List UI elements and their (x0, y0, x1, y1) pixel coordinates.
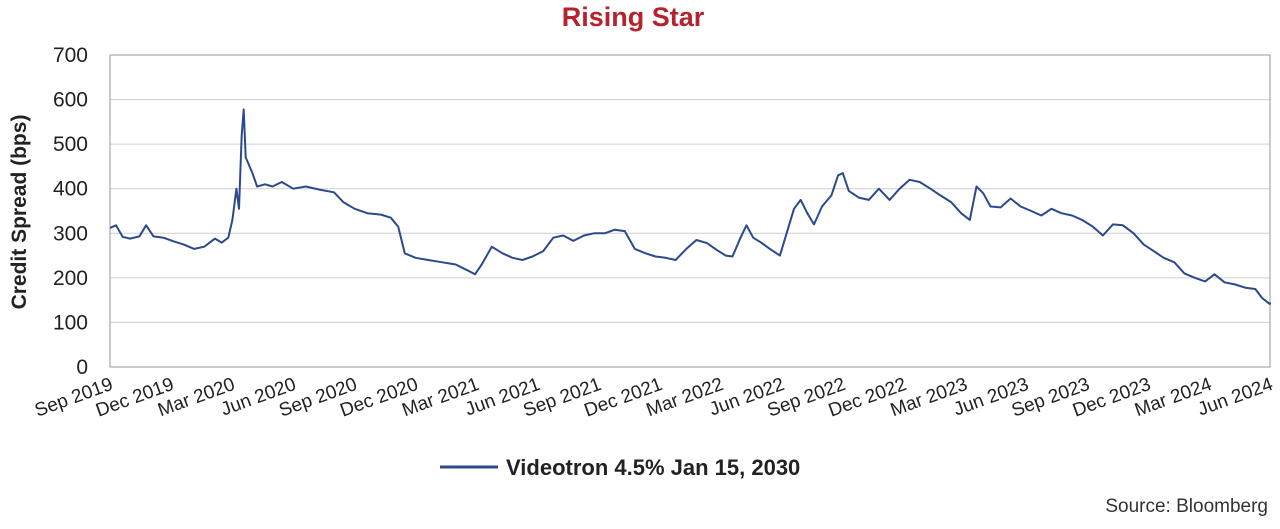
plot-area (109, 54, 1271, 368)
y-tick-label: 200 (53, 267, 88, 290)
y-tick-label: 300 (53, 222, 88, 245)
source-note: Source: Bloomberg (1105, 496, 1268, 517)
series-line (109, 108, 1271, 305)
y-tick-label: 500 (53, 133, 88, 156)
y-tick-label: 600 (53, 89, 88, 112)
legend: Videotron 4.5% Jan 15, 2030 (440, 455, 800, 480)
y-axis-label: Credit Spread (bps) (8, 115, 31, 310)
series-layer (109, 108, 1271, 305)
y-tick-label: 0 (76, 356, 88, 379)
gridlines (110, 99, 1270, 323)
y-tick-label: 100 (53, 311, 88, 334)
chart-title: Rising Star (562, 2, 705, 32)
legend-entry: Videotron 4.5% Jan 15, 2030 (506, 455, 800, 480)
y-tick-label: 400 (53, 178, 88, 201)
y-tick-label: 700 (53, 44, 88, 67)
y-axis: 0 100 200 300 400 500 600 700 (53, 44, 88, 379)
